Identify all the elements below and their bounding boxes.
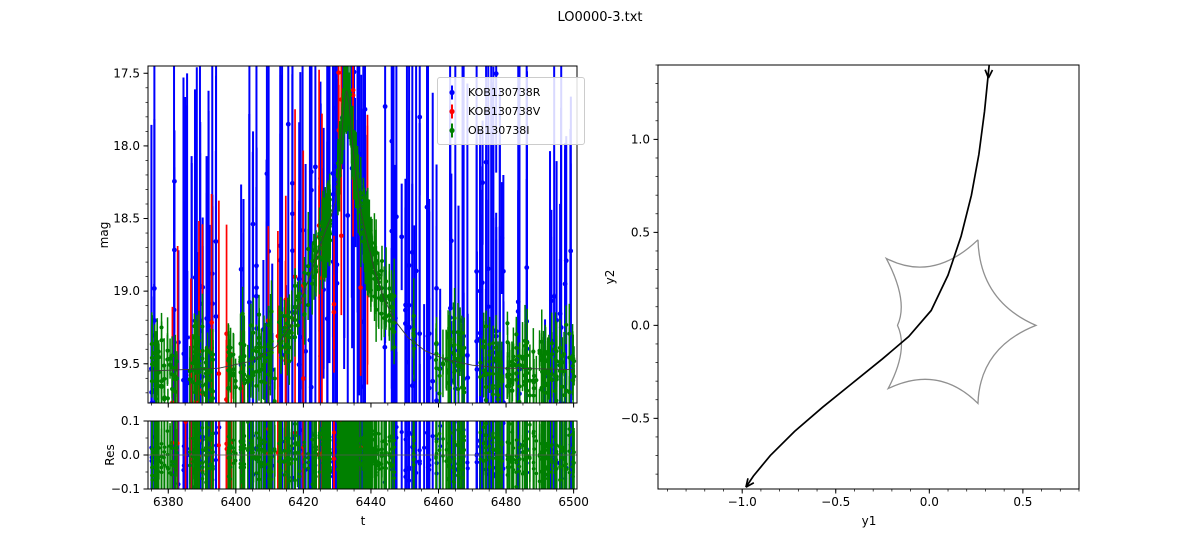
trajectory-arrowhead-0 xyxy=(987,69,994,79)
light-curve-series xyxy=(149,66,577,489)
y1-axis-label: y1 xyxy=(861,514,877,528)
tick-label: 6460 xyxy=(423,495,454,509)
legend-label: KOB130738V xyxy=(468,105,541,118)
tick-label: 6500 xyxy=(558,495,589,509)
tick-label: 6440 xyxy=(356,495,387,509)
y2-axis-label: y2 xyxy=(603,269,617,285)
trajectory-arrowhead-1 xyxy=(745,478,749,488)
errorbar-glyph-icon xyxy=(449,123,455,138)
series-OB130738I xyxy=(149,66,577,403)
legend-label: KOB130738R xyxy=(468,86,541,99)
axis-ticks xyxy=(143,64,1080,494)
model-light-curve xyxy=(148,90,574,372)
tick-label: 19.5 xyxy=(113,357,140,371)
figure-title: LO0000-3.txt xyxy=(557,10,643,25)
t-axis-label: t xyxy=(360,514,366,528)
tick-label: 6420 xyxy=(288,495,319,509)
legend-entry-KOB130738R: KOB130738R xyxy=(445,83,577,102)
tick-labels: 17.5 18.0 18.5 19.0 19.5 0.1 0.0 −0.1 6380 6400 64… xyxy=(111,66,1033,509)
tick-label: 17.5 xyxy=(113,66,140,80)
tick-label: −0.5 xyxy=(621,411,650,425)
tick-label: 6400 xyxy=(221,495,252,509)
trajectory-arrowhead-0 xyxy=(984,69,990,79)
tick-label: 0.0 xyxy=(121,448,140,462)
trajectory-arrowhead-1 xyxy=(745,482,755,488)
errorbar-glyph-icon xyxy=(449,104,455,119)
mag-axis-label: mag xyxy=(97,221,111,249)
res-axis-label: Res xyxy=(103,444,117,466)
tick-label: 18.5 xyxy=(113,212,140,226)
tick-label: 6380 xyxy=(153,495,184,509)
legend-label: OB130738I xyxy=(468,124,530,137)
tick-label: 0.5 xyxy=(1013,495,1032,509)
tick-label: 6480 xyxy=(491,495,522,509)
tick-label: 18.0 xyxy=(113,139,140,153)
errorbar-glyph-icon xyxy=(449,85,455,100)
main-axes-frame xyxy=(147,65,578,404)
legend-box: KOB130738R KOB130738V OB130738I xyxy=(437,77,585,145)
tick-label: 0.0 xyxy=(920,495,939,509)
tick-label: 0.5 xyxy=(631,225,650,239)
tick-label: −1.0 xyxy=(728,495,757,509)
legend-entry-OB130738I: OB130738I xyxy=(445,121,577,140)
tick-label: 1.0 xyxy=(631,132,650,146)
tick-label: 0.1 xyxy=(121,414,140,428)
tick-label: 19.0 xyxy=(113,284,140,298)
tick-label: −0.5 xyxy=(821,495,850,509)
source-trajectory xyxy=(745,65,994,488)
tick-label: 0.0 xyxy=(631,318,650,332)
tick-label: −0.1 xyxy=(111,482,140,496)
legend-entry-KOB130738V: KOB130738V xyxy=(445,102,577,121)
trajectory-axes-frame xyxy=(657,64,1080,490)
caustic-curve xyxy=(884,239,1038,405)
